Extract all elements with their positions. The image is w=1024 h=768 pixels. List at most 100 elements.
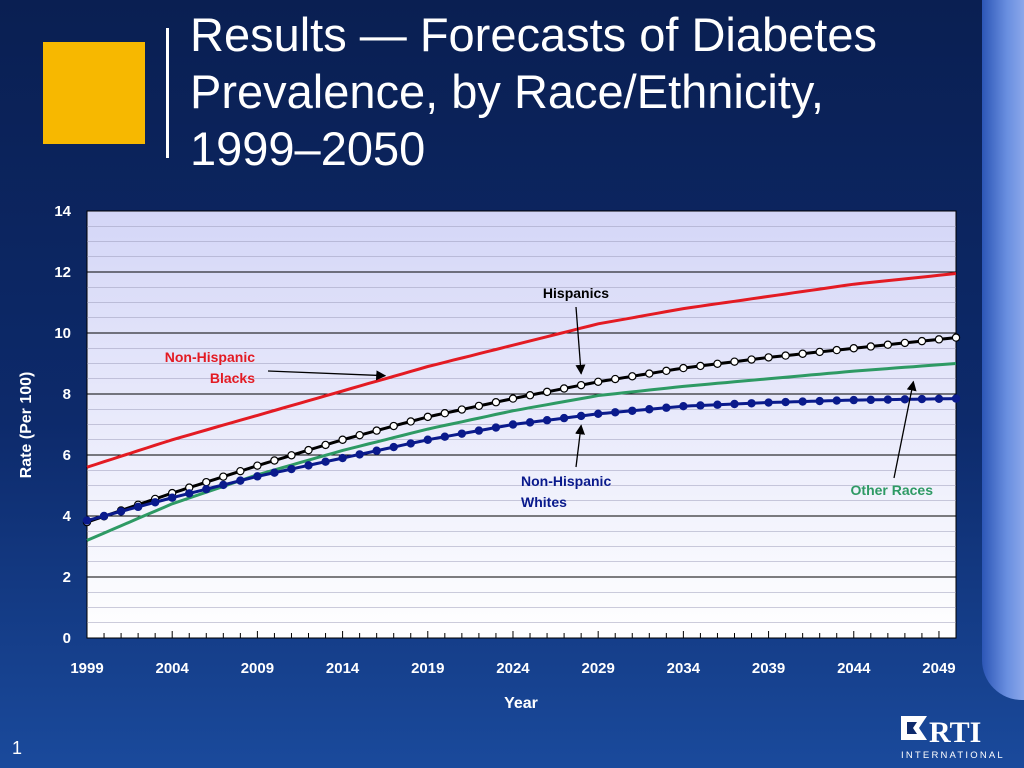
data-point (593, 377, 603, 386)
data-point (185, 489, 194, 498)
data-point (338, 453, 347, 463)
y-tick-label: 2 (63, 569, 71, 586)
data-point (525, 418, 535, 427)
series-non-hispanic-whites (82, 394, 961, 525)
data-point (815, 396, 824, 406)
data-point (917, 394, 927, 404)
data-point (406, 417, 415, 426)
data-point (559, 413, 569, 423)
rti-logo-text: RTI (929, 716, 981, 749)
annotation-arrow (575, 306, 586, 375)
data-point (781, 351, 790, 360)
x-tick-label: 2044 (837, 660, 871, 677)
right-decorative-band (982, 0, 1024, 700)
data-point (202, 477, 211, 487)
annotation-other-races: Other Races (851, 380, 934, 498)
data-point (372, 446, 381, 455)
data-point (389, 442, 398, 452)
data-point (713, 359, 722, 369)
data-point (781, 397, 790, 407)
series-line (86, 272, 957, 469)
y-tick-label: 12 (54, 264, 71, 281)
data-point (491, 398, 501, 407)
data-point (287, 464, 296, 474)
data-point (593, 409, 603, 419)
data-point (934, 394, 944, 404)
data-point (116, 507, 126, 516)
annotation-label: Non-Hispanic (165, 349, 255, 365)
annotation-arrow (267, 370, 387, 381)
data-point (542, 387, 552, 397)
x-tick-label: 2029 (581, 660, 614, 677)
data-point (628, 372, 637, 381)
data-point (304, 461, 313, 470)
data-point (287, 451, 296, 460)
annotation-label: Non-Hispanic (521, 473, 611, 489)
x-tick-label: 2009 (241, 660, 274, 677)
y-axis-title: Rate (Per 100) (18, 372, 35, 479)
y-tick-label: 8 (63, 386, 71, 403)
data-point (150, 498, 160, 507)
data-point (883, 395, 893, 404)
slide-title: Results — Forecasts of Diabetes Prevalen… (190, 6, 970, 177)
data-point (491, 423, 501, 432)
x-tick-label: 2004 (156, 660, 190, 677)
data-point (253, 461, 262, 470)
x-tick-label: 1999 (70, 660, 103, 677)
data-point (474, 401, 484, 411)
data-point (679, 363, 688, 373)
annotation-label: Blacks (210, 370, 255, 386)
data-point (219, 472, 228, 481)
data-point (747, 399, 756, 408)
data-point (406, 439, 415, 448)
data-point (934, 335, 944, 344)
gold-accent-square (43, 42, 145, 144)
data-point (457, 405, 467, 414)
data-point (423, 412, 432, 422)
annotation-label: Hispanics (543, 285, 609, 301)
title-line-3: 1999–2050 (190, 122, 426, 175)
annotation-label: Other Races (851, 482, 934, 498)
data-point (611, 374, 620, 384)
y-tick-label: 0 (63, 630, 71, 647)
x-tick-label: 2034 (667, 660, 701, 677)
data-point (645, 405, 654, 414)
data-point (372, 426, 381, 435)
data-point (440, 432, 450, 441)
data-point (355, 430, 364, 440)
data-point (645, 369, 654, 378)
rti-logo: RTI INTERNATIONAL (901, 716, 1003, 761)
x-axis-title: Year (504, 695, 538, 712)
page-number: 1 (12, 738, 23, 758)
x-tick-label: 2049 (922, 660, 955, 677)
data-point (236, 476, 245, 485)
data-point (849, 344, 858, 353)
annotation-arrow (893, 380, 917, 479)
data-point (270, 456, 279, 465)
data-point (917, 336, 927, 346)
annotation-non-hispanic-blacks: Non-Hispanic Blacks (165, 349, 387, 386)
data-point (730, 399, 739, 409)
data-point (764, 353, 773, 362)
data-point (679, 402, 688, 411)
data-point (474, 426, 484, 435)
data-point (628, 406, 637, 415)
x-tick-label: 2019 (411, 660, 444, 677)
data-point (389, 421, 398, 431)
annotation-non-hispanic-whites: Non-Hispanic Whites (521, 424, 611, 510)
data-point (730, 357, 739, 366)
data-point (253, 472, 262, 481)
data-point (662, 366, 671, 376)
data-point (508, 394, 518, 403)
data-point (236, 466, 245, 476)
data-point (815, 347, 824, 357)
data-point (900, 338, 910, 348)
title-line-2: Prevalence, by Race/Ethnicity, (190, 65, 824, 118)
series-line (86, 336, 957, 524)
y-tick-label: 4 (63, 508, 72, 525)
data-point (713, 400, 722, 409)
data-point (355, 450, 364, 459)
x-tick-label: 2039 (752, 660, 785, 677)
data-point (866, 395, 876, 405)
data-point (611, 408, 620, 417)
